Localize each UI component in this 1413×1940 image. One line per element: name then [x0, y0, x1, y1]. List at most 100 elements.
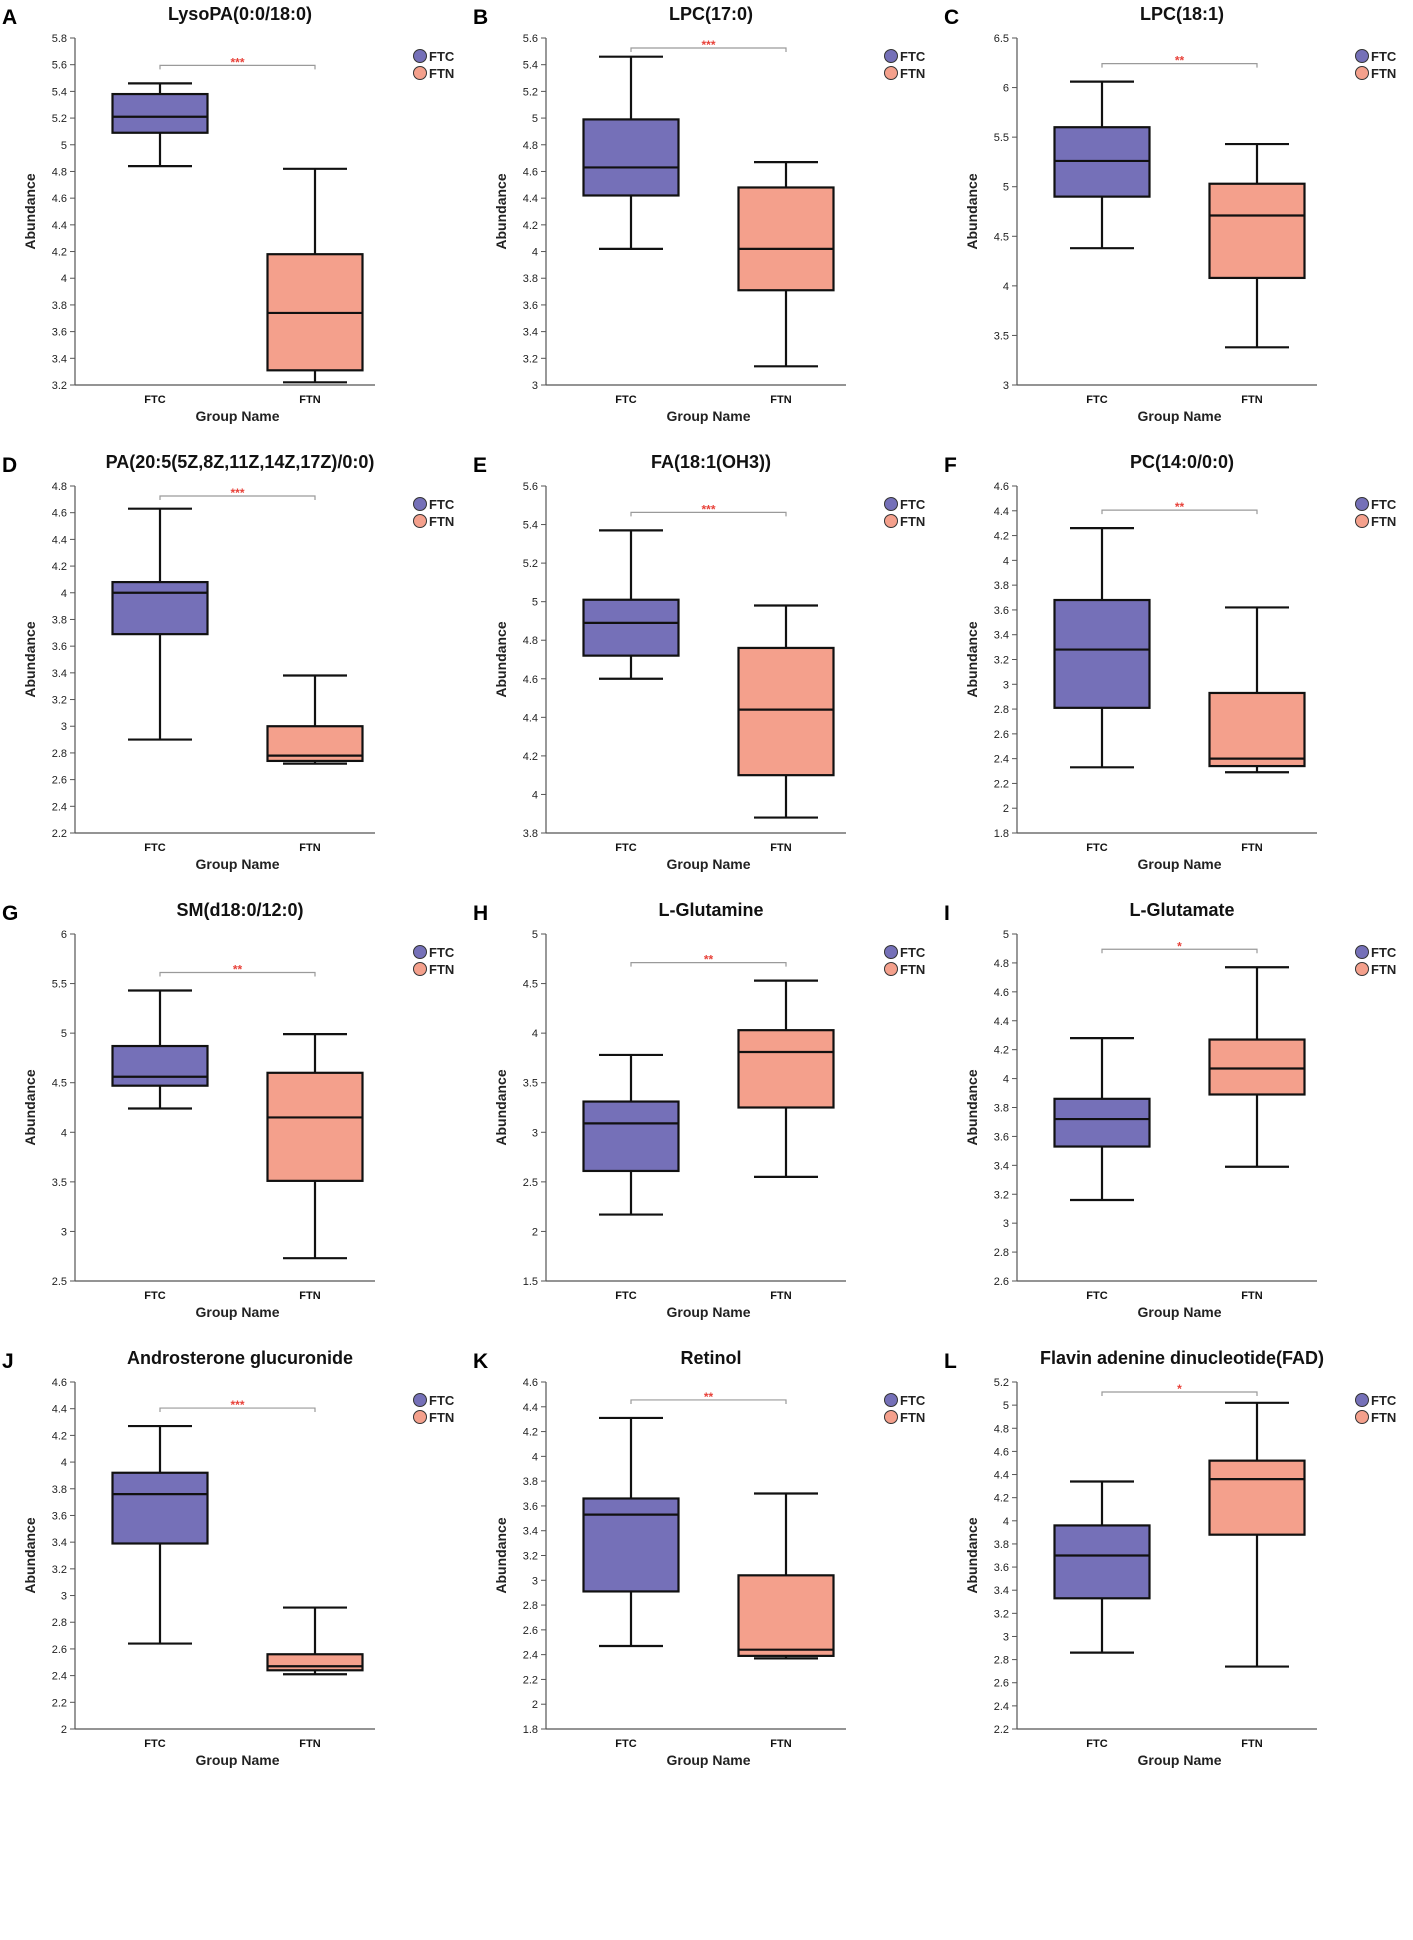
y-tick-label: 2.6 [994, 1678, 1009, 1690]
box-iqr [582, 118, 680, 197]
y-tick-label: 4.2 [994, 531, 1009, 543]
y-tick-label: 2.8 [994, 1247, 1009, 1259]
significance-stars: *** [701, 38, 715, 52]
y-tick-label: 5 [1003, 929, 1009, 941]
box-ftc [582, 1053, 680, 1216]
legend-swatch-ftc [1355, 497, 1369, 511]
y-tick-label: 3.2 [523, 353, 538, 365]
y-tick-label: 4.4 [52, 220, 67, 232]
y-tick-label: 3.8 [994, 1103, 1009, 1115]
chart-panel-f: F PC(14:0/0:0) 1.8 2 2.2 2.4 2.6 2.8 3 3.2 3.4 3.6 3… [944, 452, 1397, 872]
y-tick-label: 3 [1003, 1218, 1009, 1230]
y-tick-label: 3.4 [994, 1585, 1009, 1597]
y-tick-label: 3.6 [52, 1510, 67, 1522]
y-tick-label: 3.4 [52, 353, 67, 365]
y-tick-label: 5.4 [523, 60, 538, 72]
chart-title: SM(d18:0/12:0) [176, 900, 303, 920]
y-tick-label: 4 [1003, 281, 1009, 293]
legend-swatch-ftc [884, 945, 898, 959]
x-axis-title: Group Name [195, 408, 279, 424]
chart-panel-e: E FA(18:1(OH3)) 3.8 4 4.2 4.4 4.6 4.8 5 5.2 5.4 5.6… [473, 452, 926, 872]
chart-title: PC(14:0/0:0) [1130, 452, 1234, 472]
y-tick-label: 2.4 [52, 801, 67, 813]
y-tick-label: 4 [61, 273, 67, 285]
box-iqr [111, 1044, 209, 1087]
x-tick-label: FTN [1241, 1290, 1262, 1302]
x-axis-title: Group Name [666, 856, 750, 872]
y-axis-title: Abundance [22, 1517, 38, 1593]
y-tick-label: 3.5 [523, 1078, 538, 1090]
y-tick-label: 2.4 [52, 1671, 67, 1683]
box-iqr [1053, 598, 1151, 709]
y-tick-label: 4.4 [523, 1402, 538, 1414]
chart-title: PA(20:5(5Z,8Z,11Z,14Z,17Z)/0:0) [106, 452, 375, 472]
box-ftn [1208, 606, 1306, 774]
legend-swatch-ftn [884, 514, 898, 528]
x-tick-label: FTN [299, 842, 320, 854]
box-iqr [582, 598, 680, 657]
y-tick-label: 3.8 [523, 828, 538, 840]
y-tick-label: 4.6 [994, 481, 1009, 493]
box-ftc [1053, 527, 1151, 769]
y-tick-label: 2.5 [52, 1276, 67, 1288]
y-tick-label: 2.4 [523, 1650, 538, 1662]
y-tick-label: 5 [61, 140, 67, 152]
y-tick-label: 2 [532, 1699, 538, 1711]
y-tick-label: 5.2 [994, 1377, 1009, 1389]
y-tick-label: 4.2 [523, 751, 538, 763]
y-tick-label: 4.5 [52, 1078, 67, 1090]
y-tick-label: 5.6 [523, 33, 538, 45]
chart-panel-a: A LysoPA(0:0/18:0) 3.2 3.4 3.6 3.8 4 4.2 4.4 4.6 4… [2, 4, 455, 424]
y-tick-label: 4.6 [523, 674, 538, 686]
chart-title: FA(18:1(OH3)) [651, 452, 771, 472]
box-ftn [1208, 966, 1306, 1168]
box-ftn [1208, 1401, 1306, 1668]
y-tick-label: 2.5 [523, 1177, 538, 1189]
chart-panel-b: B LPC(17:0) 3 3.2 3.4 3.6 3.8 4 4.2 4.4 4.6 4.8 5 5.2… [473, 4, 926, 424]
chart-panel-k: K Retinol 1.8 2 2.2 2.4 2.6 2.8 3 3.2 3.4 3.6 3.8 4 4.… [473, 1348, 926, 1768]
y-tick-label: 4 [532, 247, 538, 259]
legend-swatch-ftn [1355, 962, 1369, 976]
box-ftn [737, 604, 835, 819]
legend-label: FTN [900, 66, 925, 81]
y-tick-label: 3.8 [52, 1484, 67, 1496]
y-tick-label: 3.8 [523, 273, 538, 285]
x-tick-label: FTC [615, 1738, 636, 1750]
y-tick-label: 3 [532, 1575, 538, 1587]
y-tick-label: 6 [61, 929, 67, 941]
panel-letter: F [944, 454, 957, 477]
box-ftc [111, 82, 209, 168]
legend-swatch-ftn [884, 962, 898, 976]
y-tick-label: 4.4 [52, 534, 67, 546]
x-axis-title: Group Name [195, 856, 279, 872]
significance-stars: ** [704, 953, 714, 967]
chart-title: LPC(18:1) [1140, 4, 1224, 24]
x-tick-label: FTC [1086, 394, 1107, 406]
y-axis-title: Abundance [964, 1517, 980, 1593]
y-tick-label: 5.6 [523, 481, 538, 493]
y-tick-label: 3 [532, 1127, 538, 1139]
x-tick-label: FTN [299, 1738, 320, 1750]
box-ftc [582, 1416, 680, 1648]
box-ftc [1053, 1480, 1151, 1654]
y-tick-label: 4.2 [994, 1493, 1009, 1505]
y-tick-label: 4 [61, 1127, 67, 1139]
legend-swatch-ftn [413, 1410, 427, 1424]
box-ftc [1053, 1037, 1151, 1202]
y-tick-label: 4.2 [994, 1045, 1009, 1057]
y-tick-label: 3.4 [52, 668, 67, 680]
y-tick-label: 2.6 [523, 1625, 538, 1637]
legend-swatch-ftn [884, 66, 898, 80]
y-tick-label: 5.5 [994, 132, 1009, 144]
legend-label: FTC [900, 49, 926, 64]
x-tick-label: FTN [1241, 1738, 1262, 1750]
x-tick-label: FTC [615, 394, 636, 406]
y-tick-label: 3.8 [994, 580, 1009, 592]
y-tick-label: 3.8 [994, 1539, 1009, 1551]
box-iqr [1053, 1097, 1151, 1148]
panel-letter: C [944, 6, 959, 29]
y-tick-label: 3.2 [52, 380, 67, 392]
y-tick-label: 3 [1003, 380, 1009, 392]
x-axis-title: Group Name [1137, 1752, 1221, 1768]
y-tick-label: 3 [61, 1226, 67, 1238]
